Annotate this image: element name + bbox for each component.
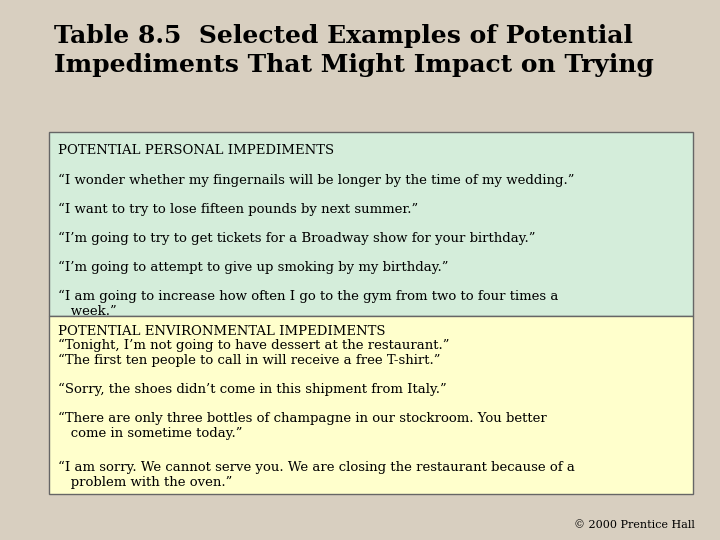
Text: “I want to try to lose fifteen pounds by next summer.”: “I want to try to lose fifteen pounds by… bbox=[58, 202, 418, 216]
Text: Table 8.5  Selected Examples of Potential
Impediments That Might Impact on Tryin: Table 8.5 Selected Examples of Potential… bbox=[54, 24, 654, 77]
Text: “I’m going to attempt to give up smoking by my birthday.”: “I’m going to attempt to give up smoking… bbox=[58, 261, 448, 274]
Text: POTENTIAL PERSONAL IMPEDIMENTS: POTENTIAL PERSONAL IMPEDIMENTS bbox=[58, 144, 334, 157]
FancyBboxPatch shape bbox=[49, 132, 693, 316]
Text: POTENTIAL ENVIRONMENTAL IMPEDIMENTS: POTENTIAL ENVIRONMENTAL IMPEDIMENTS bbox=[58, 325, 385, 338]
Text: “I wonder whether my fingernails will be longer by the time of my wedding.”: “I wonder whether my fingernails will be… bbox=[58, 173, 574, 187]
FancyBboxPatch shape bbox=[49, 316, 693, 494]
Text: “I’m going to try to get tickets for a Broadway show for your birthday.”: “I’m going to try to get tickets for a B… bbox=[58, 232, 535, 245]
Text: “There are only three bottles of champagne in our stockroom. You better
   come : “There are only three bottles of champag… bbox=[58, 412, 546, 440]
Text: “I am sorry. We cannot serve you. We are closing the restaurant because of a
   : “I am sorry. We cannot serve you. We are… bbox=[58, 461, 575, 489]
Text: “The first ten people to call in will receive a free T-shirt.”: “The first ten people to call in will re… bbox=[58, 354, 440, 367]
Text: “Tonight, I’m not going to have dessert at the restaurant.”: “Tonight, I’m not going to have dessert … bbox=[58, 339, 449, 352]
Text: © 2000 Prentice Hall: © 2000 Prentice Hall bbox=[574, 520, 695, 530]
Text: “I am going to increase how often I go to the gym from two to four times a
   we: “I am going to increase how often I go t… bbox=[58, 290, 558, 318]
Text: “Sorry, the shoes didn’t come in this shipment from Italy.”: “Sorry, the shoes didn’t come in this sh… bbox=[58, 383, 446, 396]
